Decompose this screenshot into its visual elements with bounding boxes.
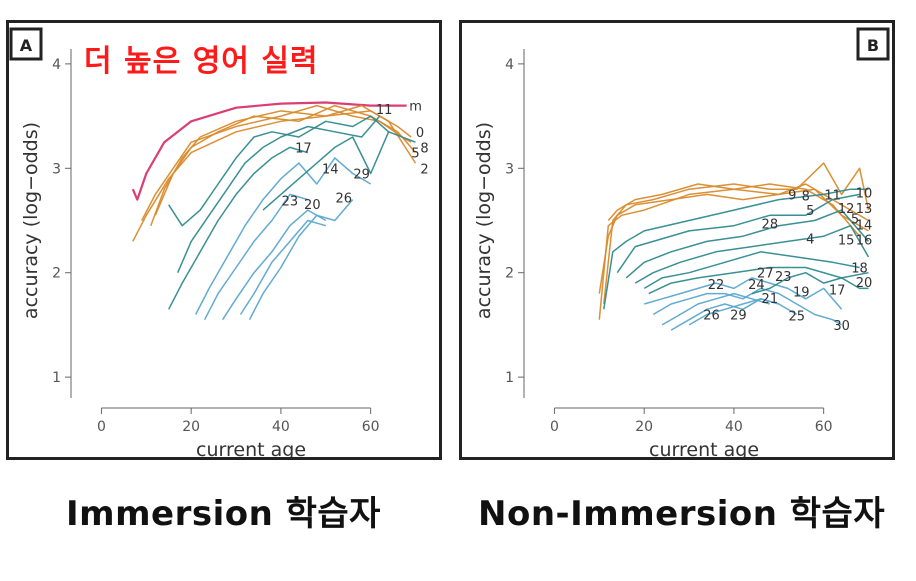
- data-label: 23: [775, 270, 792, 285]
- data-label: 4: [806, 232, 814, 247]
- series-line: [625, 209, 870, 279]
- series-line: [648, 266, 869, 295]
- panel-a: A 1 2 3 4 0 20 40 60 current age accuracy (log−odd…: [6, 20, 442, 460]
- data-label: 22: [708, 278, 725, 293]
- data-label: 13: [856, 202, 873, 217]
- data-label: 11: [824, 188, 841, 203]
- data-label: 17: [829, 283, 846, 298]
- y-tick-label: 2: [505, 266, 514, 282]
- series-line: [616, 193, 860, 274]
- series-line: [652, 287, 842, 326]
- data-label: 5: [806, 204, 814, 219]
- y-axis-label: accuracy (log−odds): [473, 122, 495, 319]
- data-label: 19: [793, 286, 810, 301]
- data-label: 20: [304, 198, 321, 213]
- y-tick-label: 1: [52, 370, 61, 386]
- series-line: [661, 292, 771, 326]
- series-line: [751, 271, 869, 295]
- data-label: 2: [420, 162, 428, 177]
- series-line: [607, 183, 861, 237]
- series-line: [131, 101, 407, 201]
- panel-label-box: [9, 27, 43, 61]
- series-line: [177, 115, 381, 273]
- y-tick-label: 2: [52, 266, 61, 282]
- data-label: 29: [353, 168, 370, 183]
- data-label: 25: [788, 310, 805, 325]
- data-label: 11: [376, 103, 393, 118]
- data-label: 0: [416, 126, 424, 141]
- series-line: [262, 131, 390, 211]
- data-label: 12: [838, 202, 855, 217]
- x-axis-label: current age: [196, 439, 306, 457]
- series-line: [168, 146, 309, 310]
- x-tick-label: 0: [550, 419, 559, 435]
- data-label: 15: [838, 233, 855, 248]
- data-label: 5: [851, 212, 859, 227]
- series-line: [195, 157, 372, 315]
- x-tick-label: 40: [272, 419, 290, 435]
- y-tick-label: 4: [505, 57, 514, 73]
- data-label: 21: [762, 292, 779, 307]
- y-tick-label: 3: [52, 161, 61, 177]
- data-label: 29: [730, 308, 747, 323]
- series-line: [154, 104, 417, 216]
- data-label: 5: [411, 147, 419, 162]
- caption-non-immersion: Non-Immersion 학습자: [478, 494, 886, 534]
- data-label: 17: [295, 141, 312, 156]
- x-tick-label: 60: [815, 419, 833, 435]
- data-label: 18: [851, 261, 868, 276]
- caption-immersion: Immersion 학습자: [66, 494, 381, 534]
- y-tick-label: 4: [52, 57, 61, 73]
- panel-label-box: [856, 27, 890, 61]
- data-label: 28: [762, 218, 779, 233]
- data-label: 14: [856, 219, 873, 234]
- panel-label: B: [867, 36, 879, 55]
- x-axis-label: current age: [649, 439, 759, 457]
- series-line: [603, 188, 869, 310]
- x-tick-label: 20: [182, 419, 200, 435]
- series-line: [221, 209, 327, 321]
- data-label: 8: [802, 189, 810, 204]
- panel-label: A: [20, 36, 33, 55]
- x-tick-label: 20: [635, 419, 653, 435]
- series-line: [643, 251, 860, 290]
- series-line: [168, 115, 416, 227]
- data-label: 10: [856, 186, 873, 201]
- data-label: 24: [748, 278, 765, 293]
- data-label: 30: [833, 319, 850, 334]
- series-line: [643, 277, 843, 310]
- series-line: [688, 298, 780, 326]
- data-label: 9: [788, 188, 796, 203]
- series-line: [598, 188, 869, 294]
- y-tick-label: 1: [505, 370, 514, 386]
- y-axis-label: accuracy (log−odds): [20, 122, 42, 319]
- series-line: [248, 199, 354, 321]
- x-tick-label: 0: [97, 419, 106, 435]
- y-tick-label: 3: [505, 161, 514, 177]
- data-label: 26: [335, 192, 352, 207]
- series-line: [634, 224, 870, 284]
- data-label: 23: [282, 195, 299, 210]
- data-label: 27: [757, 267, 774, 282]
- x-tick-label: 60: [362, 419, 380, 435]
- panel-b: B 1 2 3 4 0 20 40 60 current age accuracy (log−odd…: [459, 20, 895, 460]
- data-label: 20: [856, 276, 873, 291]
- series-line: [203, 193, 309, 321]
- data-label: 8: [420, 141, 428, 156]
- annotation-higher-proficiency: 더 높은 영어 실력: [84, 44, 319, 79]
- data-label: m: [409, 100, 422, 115]
- data-label: 16: [856, 233, 873, 248]
- data-label: 14: [322, 162, 339, 177]
- x-tick-label: 40: [725, 419, 743, 435]
- data-label: 26: [703, 308, 720, 323]
